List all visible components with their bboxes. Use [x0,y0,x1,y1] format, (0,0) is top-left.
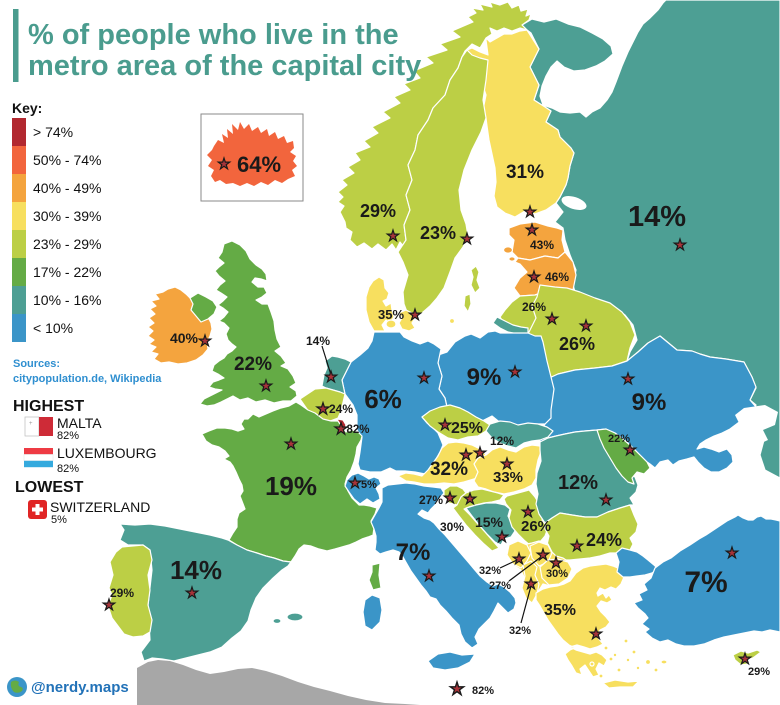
svg-text:7%: 7% [396,539,431,566]
svg-text:30%: 30% [546,568,568,580]
svg-text:14%: 14% [628,201,686,233]
svg-text:14%: 14% [306,334,330,348]
svg-text:64%: 64% [237,152,281,177]
svg-text:24%: 24% [586,530,622,550]
svg-text:82%: 82% [57,463,79,475]
svg-text:43%: 43% [530,238,554,252]
svg-text:26%: 26% [521,518,551,535]
svg-text:27%: 27% [489,580,511,592]
svg-text:MALTA: MALTA [57,415,102,431]
svg-text:Sources:: Sources: [13,358,60,370]
svg-text:HIGHEST: HIGHEST [13,398,84,415]
svg-text:10% - 16%: 10% - 16% [33,292,101,308]
svg-text:< 10%: < 10% [33,320,73,336]
svg-text:30%: 30% [440,520,464,534]
svg-text:14%: 14% [170,555,222,585]
svg-text:SWITZERLAND: SWITZERLAND [50,499,150,515]
svg-text:9%: 9% [467,364,502,391]
svg-text:15%: 15% [475,514,504,530]
svg-text:5%: 5% [361,479,377,491]
svg-text:25%: 25% [451,420,483,437]
svg-text:24%: 24% [329,402,353,416]
svg-text:32%: 32% [479,565,501,577]
svg-text:30% - 39%: 30% - 39% [33,208,101,224]
svg-text:6%: 6% [364,384,402,414]
svg-text:9%: 9% [632,389,667,416]
svg-text:LOWEST: LOWEST [15,479,84,496]
svg-text:35%: 35% [378,307,404,322]
svg-text:32%: 32% [430,459,468,480]
svg-text:27%: 27% [419,493,443,507]
svg-text:23% - 29%: 23% - 29% [33,236,101,252]
svg-text:35%: 35% [544,602,576,619]
svg-text:46%: 46% [545,270,569,284]
svg-text:12%: 12% [490,434,514,448]
svg-text:26%: 26% [522,300,546,314]
svg-text:% of people who live in the: % of people who live in the [28,19,399,51]
svg-text:citypopulation.de, Wikipedia: citypopulation.de, Wikipedia [13,373,162,385]
svg-text:82%: 82% [472,685,494,697]
svg-text:22%: 22% [234,354,272,375]
svg-text:29%: 29% [110,586,134,600]
svg-text:82%: 82% [346,424,369,436]
svg-text:32%: 32% [509,625,531,637]
svg-text:23%: 23% [420,223,456,243]
svg-text:12%: 12% [558,472,598,494]
svg-text:Key:: Key: [12,100,42,116]
svg-text:40%: 40% [170,330,199,346]
svg-text:19%: 19% [265,471,317,501]
svg-text:29%: 29% [360,201,396,221]
svg-text:+: + [29,421,33,427]
svg-text:5%: 5% [51,514,67,526]
svg-text:29%: 29% [748,666,770,678]
svg-text:@nerdy.maps: @nerdy.maps [31,679,129,696]
svg-text:82%: 82% [57,430,79,442]
svg-text:metro area of the capital city: metro area of the capital city [28,50,421,82]
svg-text:50% - 74%: 50% - 74% [33,152,101,168]
svg-text:22%: 22% [608,433,630,445]
svg-text:17% - 22%: 17% - 22% [33,264,101,280]
svg-text:> 74%: > 74% [33,124,73,140]
svg-text:33%: 33% [493,469,523,486]
svg-text:26%: 26% [559,334,595,354]
svg-text:31%: 31% [506,162,544,183]
svg-text:40% - 49%: 40% - 49% [33,180,101,196]
svg-text:7%: 7% [684,566,727,599]
svg-text:LUXEMBOURG: LUXEMBOURG [57,445,157,461]
